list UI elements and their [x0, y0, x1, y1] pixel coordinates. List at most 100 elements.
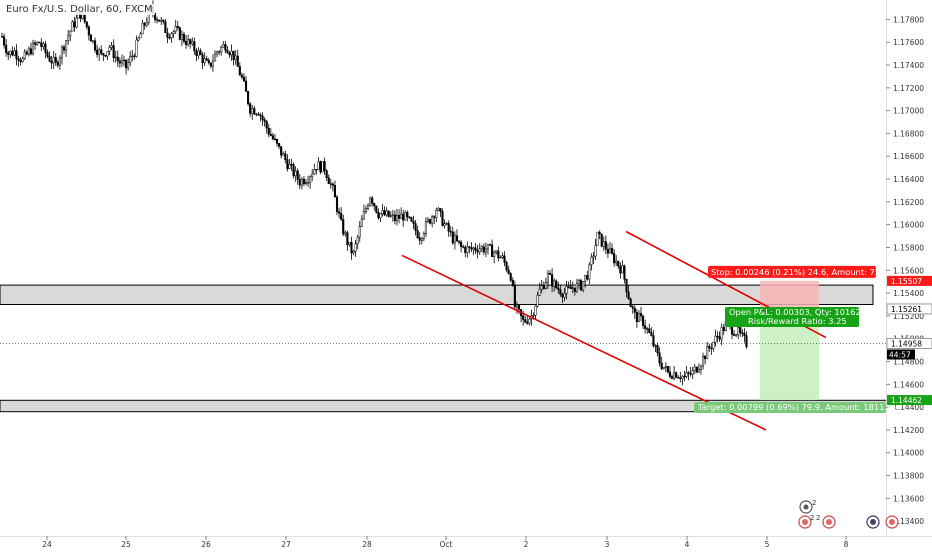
price-tick-label: 1.14400 — [893, 403, 924, 412]
candle-body — [722, 327, 725, 332]
candle-body — [431, 216, 434, 224]
target-label: Target: 0.00799 (0.69%) 79.9, Amount: 18… — [694, 402, 898, 414]
candle-body — [139, 33, 142, 39]
candle-body — [17, 58, 20, 61]
price-tick-label: 1.16400 — [893, 175, 924, 184]
candle-body — [735, 334, 738, 336]
candle-body — [693, 366, 696, 371]
candle-body — [102, 53, 105, 56]
candle-body — [706, 346, 709, 360]
candle-body — [280, 146, 283, 156]
candle-body — [395, 214, 399, 221]
candle-body — [116, 56, 119, 62]
candle-body — [127, 62, 130, 69]
time-tick-label: 25 — [121, 540, 131, 549]
candle-body — [733, 333, 736, 336]
candle-body — [629, 298, 632, 308]
candle-body — [466, 246, 469, 253]
candle-body — [635, 312, 638, 323]
entry-price-badge: 1.15261 — [886, 303, 932, 315]
price-tick-label: 1.17000 — [893, 107, 924, 116]
event-count-3: 2 — [816, 514, 820, 522]
stop-loss-box[interactable] — [760, 280, 819, 309]
candle-body — [87, 26, 90, 36]
economic-events[interactable]: 2 2 2 — [798, 499, 899, 529]
candle-body — [567, 286, 570, 288]
price-axis[interactable]: 1.17800 1.17600 1.17400 1.17200 1.17000 1.168… — [886, 0, 932, 550]
price-tick-label: 1.17400 — [893, 61, 924, 70]
candle-body — [321, 161, 324, 173]
price-tick-label: 1.16200 — [893, 198, 924, 207]
time-axis[interactable]: 24 25 26 27 28 Oct 2 3 4 5 8 — [0, 536, 932, 550]
current-price-badge-bg — [886, 337, 932, 349]
candle-body — [110, 45, 113, 48]
candle-body — [460, 242, 463, 247]
candle-body — [160, 19, 163, 22]
candle-body — [540, 285, 543, 290]
candle-body — [441, 211, 444, 226]
candle-body — [240, 74, 243, 78]
candle-body — [555, 280, 558, 289]
candle-body — [178, 27, 181, 40]
candle-body — [98, 49, 101, 55]
event-earnings-dot — [803, 504, 809, 510]
candle-body — [269, 133, 272, 136]
candle-body — [304, 182, 308, 184]
time-tick-label: 24 — [42, 540, 52, 549]
candle-body — [27, 48, 30, 55]
candle-body — [195, 50, 198, 56]
candle-body — [307, 182, 310, 184]
candle-body — [261, 115, 264, 120]
candle-body — [238, 66, 241, 76]
candle-body — [501, 255, 504, 258]
candle-body — [180, 33, 183, 40]
event-us-flag-fill-3 — [889, 519, 895, 525]
candle-body — [298, 179, 301, 186]
candle-body — [565, 286, 568, 294]
candle-body — [300, 178, 303, 186]
target-label-text: Target: 0.00799 (0.69%) 79.9, Amount: 18… — [697, 402, 898, 412]
time-tick-label: 28 — [362, 540, 372, 549]
candle-body — [253, 108, 256, 115]
candle-body — [488, 244, 492, 246]
candle-body — [94, 40, 97, 51]
candle-body — [482, 246, 485, 253]
resistance-zone[interactable] — [0, 284, 874, 305]
candle-body — [712, 342, 715, 349]
candle-body — [228, 52, 231, 56]
candle-body — [497, 250, 500, 259]
candle-body — [600, 233, 603, 247]
candle-body — [247, 91, 250, 105]
candle-body — [650, 332, 653, 336]
candle-body — [211, 60, 214, 67]
candle-body — [290, 163, 293, 166]
countdown-badge-text: 44:57 — [889, 350, 911, 359]
candle-body — [524, 319, 527, 323]
candle-body — [631, 306, 634, 309]
candle-body — [534, 305, 537, 316]
candle-body — [464, 246, 467, 253]
stop-price-badge-text: 1.15507 — [891, 277, 922, 286]
candle-body — [366, 205, 370, 209]
candle-body — [695, 366, 698, 373]
candle-body — [296, 170, 299, 180]
candle-body — [522, 315, 525, 320]
candle-body — [668, 371, 672, 377]
price-axis-background — [886, 0, 932, 550]
candle-body — [309, 176, 312, 183]
candle-body — [664, 366, 667, 368]
candle-body — [596, 231, 599, 246]
candle-body — [58, 57, 61, 66]
candle-body — [499, 257, 502, 259]
target-price-badge-bg — [887, 395, 932, 406]
channel-lower-trendline[interactable] — [401, 254, 767, 431]
candle-body — [741, 332, 744, 334]
candle-body — [571, 287, 574, 289]
candle-body — [182, 33, 186, 42]
candle-body — [352, 251, 355, 254]
candle-body — [85, 21, 88, 28]
candle-body — [19, 59, 22, 62]
candle-body — [586, 275, 589, 280]
